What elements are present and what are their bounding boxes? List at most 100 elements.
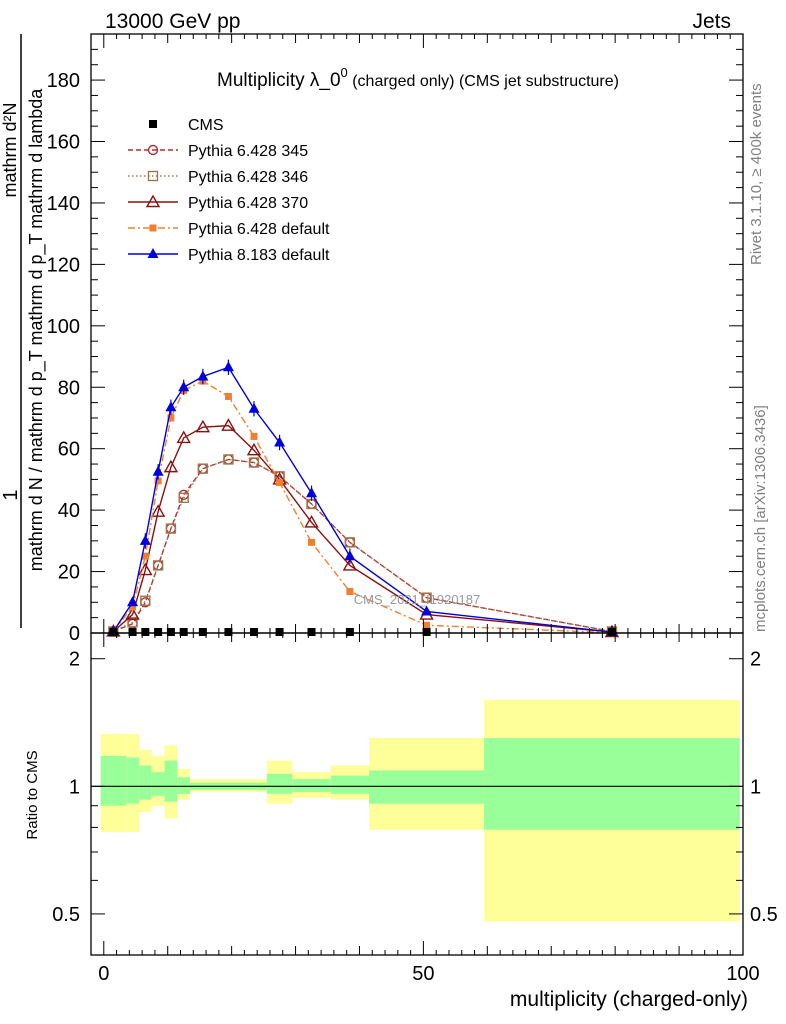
ratio-band-inner-2 bbox=[138, 765, 152, 800]
ytick-label-0: 0 bbox=[69, 623, 80, 645]
point-pdefault-11 bbox=[346, 588, 354, 596]
point-p370-7 bbox=[221, 418, 236, 431]
legend-label-cms: CMS bbox=[188, 117, 224, 134]
point-cms-7 bbox=[224, 628, 233, 636]
title-suffix: (charged only) (CMS jet substructure) bbox=[348, 73, 619, 90]
point-cms-12 bbox=[422, 628, 431, 636]
xtick-label-50: 50 bbox=[412, 963, 434, 985]
point-cms-5 bbox=[179, 628, 188, 636]
series-p346 bbox=[108, 454, 618, 637]
ratio-band-inner-11 bbox=[484, 738, 740, 830]
legend-marker-p345 bbox=[147, 144, 159, 156]
point-p8-6 bbox=[197, 370, 209, 381]
ratio-band-inner-4 bbox=[164, 760, 178, 802]
legend-item-p8: Pythia 8.183 default bbox=[128, 247, 330, 264]
ytick-label-160: 160 bbox=[47, 132, 80, 154]
xtick-label-0: 0 bbox=[98, 963, 109, 985]
ratio-ytick-label-left-1: 1 bbox=[69, 776, 80, 798]
point-p370-5 bbox=[176, 430, 191, 444]
ratio-ytick-label-right-0.5: 0.5 bbox=[750, 904, 778, 926]
point-pdefault-9 bbox=[276, 478, 284, 486]
point-p8-5 bbox=[178, 381, 190, 392]
header-left: 13000 GeV pp bbox=[105, 10, 240, 33]
ratio-band-inner-3 bbox=[151, 772, 165, 796]
point-p346-11 bbox=[344, 537, 356, 548]
ratio-band-inner-10 bbox=[369, 770, 485, 804]
point-p346-6 bbox=[197, 463, 209, 474]
ratio-ytick-label-right-2: 2 bbox=[750, 649, 761, 671]
legend-marker-p346 bbox=[147, 170, 159, 182]
point-p346-1 bbox=[127, 617, 138, 628]
point-p8-11 bbox=[344, 550, 356, 561]
point-p346-7 bbox=[223, 454, 234, 465]
point-p370-3 bbox=[150, 504, 166, 517]
legend-item-p370: Pythia 6.428 370 bbox=[128, 194, 308, 212]
legend-label-pdefault: Pythia 6.428 default bbox=[188, 221, 330, 238]
point-p8-2 bbox=[139, 534, 151, 545]
point-p346-5 bbox=[178, 492, 189, 504]
series-p8 bbox=[107, 359, 618, 637]
ratio-band-inner-8 bbox=[292, 779, 331, 792]
series-cms bbox=[109, 628, 616, 636]
point-cms-13 bbox=[607, 628, 616, 636]
legend-marker-p370 bbox=[145, 194, 161, 208]
point-p8-9 bbox=[274, 436, 286, 447]
legend: CMS Pythia 6.428 345 Pythia 6.428 346 Pythi… bbox=[128, 117, 330, 264]
point-cms-11 bbox=[345, 628, 354, 636]
point-pdefault-2 bbox=[141, 552, 149, 560]
point-p8-7 bbox=[222, 361, 234, 372]
point-pdefault-4 bbox=[167, 414, 175, 422]
point-pdefault-1 bbox=[129, 603, 137, 611]
legend-item-pdefault: Pythia 6.428 default bbox=[128, 221, 330, 238]
main-plot: 0 20 40 60 80 100 120 140 160 180 CMS_2021_I19201… bbox=[47, 33, 744, 645]
ytick-label-140: 140 bbox=[47, 193, 80, 215]
point-cms-0 bbox=[109, 628, 118, 636]
point-p346-2 bbox=[140, 595, 151, 606]
point-p8-3 bbox=[152, 465, 164, 476]
legend-item-cms: CMS bbox=[149, 117, 224, 134]
ylabel-denominator: mathrm d N / mathrm d p_T mathrm d p_T m… bbox=[26, 88, 47, 571]
header-right: Jets bbox=[692, 10, 731, 33]
legend-label-p8: Pythia 8.183 default bbox=[188, 247, 330, 264]
point-p346-3 bbox=[152, 560, 164, 571]
legend-marker-pdefault bbox=[149, 224, 157, 232]
svg-text:Multiplicity λ_00 (charged onl: Multiplicity λ_00 (charged only) (CMS je… bbox=[217, 65, 619, 91]
legend-marker-cms bbox=[149, 120, 157, 128]
ratio-plot: 0 50 100 0.5 0.5 1 1 2 2 bbox=[52, 632, 778, 985]
point-cms-3 bbox=[154, 628, 163, 636]
point-cms-1 bbox=[128, 628, 137, 636]
xlabel: multiplicity (charged-only) bbox=[510, 988, 748, 1011]
ratio-band-inner-1 bbox=[126, 757, 139, 804]
legend-item-p346: Pythia 6.428 346 bbox=[128, 169, 308, 186]
point-p370-1 bbox=[125, 607, 140, 620]
ytick-label-180: 180 bbox=[47, 70, 80, 92]
legend-marker-p8 bbox=[147, 248, 159, 258]
point-cms-9 bbox=[275, 628, 284, 636]
ratio-band-inner-9 bbox=[330, 775, 370, 794]
ytick-label-20: 20 bbox=[58, 562, 80, 584]
legend-label-p345: Pythia 6.428 345 bbox=[188, 143, 308, 160]
ratio-band-inner-0 bbox=[100, 755, 127, 806]
point-pdefault-7 bbox=[224, 392, 232, 400]
point-p8-8 bbox=[248, 402, 260, 413]
point-p8-12 bbox=[421, 605, 433, 616]
point-p8-1 bbox=[127, 596, 139, 607]
ytick-label-80: 80 bbox=[58, 377, 80, 399]
rivet-label: Rivet 3.1.10, ≥ 400k events bbox=[748, 83, 765, 265]
series-line-p8 bbox=[112, 366, 613, 633]
point-pdefault-3 bbox=[154, 477, 162, 485]
ylabel-numerator: mathrm d²N bbox=[0, 102, 20, 197]
ytick-label-120: 120 bbox=[47, 254, 80, 276]
ytick-label-100: 100 bbox=[47, 316, 80, 338]
point-cms-2 bbox=[141, 628, 150, 636]
point-p370-11 bbox=[342, 558, 358, 571]
legend-item-p345: Pythia 6.428 345 bbox=[128, 143, 308, 160]
ytick-label-60: 60 bbox=[58, 439, 80, 461]
series-p345 bbox=[108, 454, 618, 637]
point-p370-10 bbox=[304, 515, 319, 528]
ratio-frame bbox=[90, 632, 744, 956]
ratio-label: Ratio to CMS bbox=[24, 750, 41, 839]
ratio-ytick-label-left-2: 2 bbox=[69, 649, 80, 671]
point-cms-8 bbox=[250, 628, 258, 636]
